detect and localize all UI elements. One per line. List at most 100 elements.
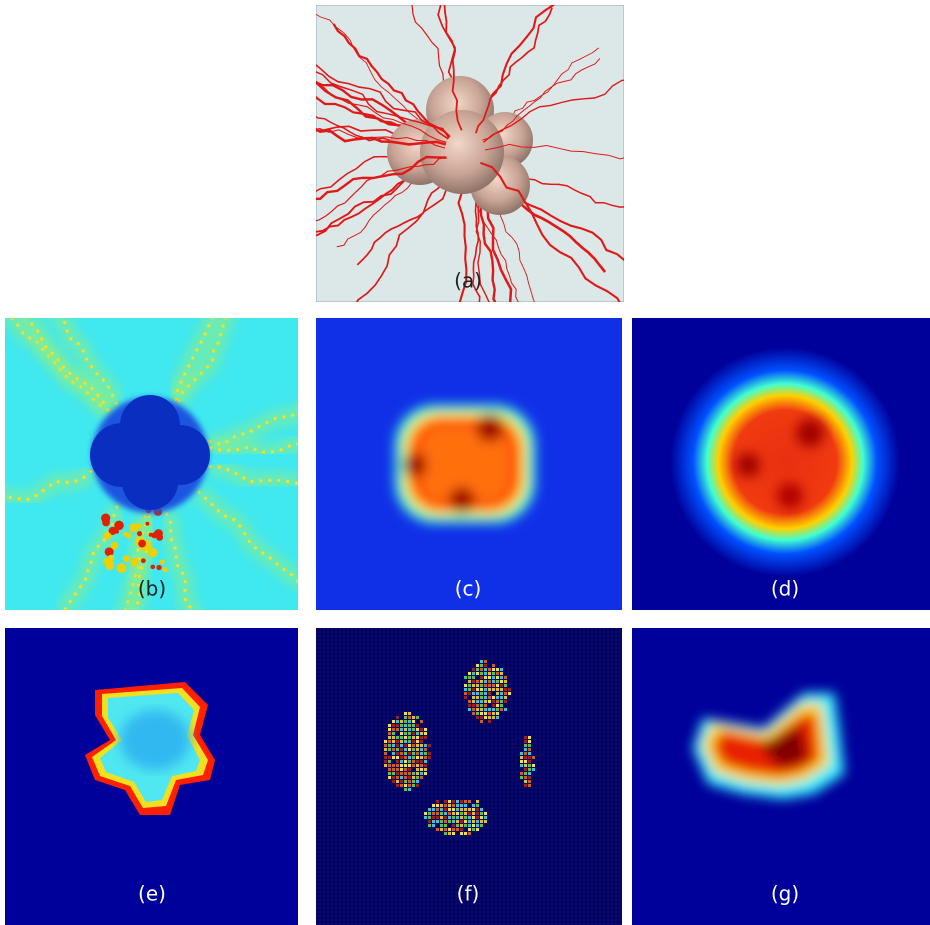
cell	[420, 772, 423, 775]
cell	[492, 680, 495, 683]
cell	[500, 668, 503, 671]
cell	[500, 704, 503, 707]
shape	[777, 483, 803, 509]
panel-label: (c)	[455, 577, 482, 601]
cell	[468, 800, 471, 803]
cell	[436, 804, 439, 807]
cell	[496, 708, 499, 711]
cell	[404, 732, 407, 735]
cell	[452, 832, 455, 835]
cell	[432, 812, 435, 815]
cell	[400, 784, 403, 787]
cell	[400, 736, 403, 739]
cell	[532, 756, 535, 759]
cell	[468, 824, 471, 827]
cell	[404, 760, 407, 763]
cell	[480, 668, 483, 671]
cell	[404, 776, 407, 779]
cell	[480, 660, 483, 663]
cell	[384, 752, 387, 755]
cell	[468, 812, 471, 815]
cell	[476, 824, 479, 827]
spot	[145, 522, 149, 526]
cell	[396, 780, 399, 783]
cell	[388, 744, 391, 747]
cell	[472, 680, 475, 683]
cell	[488, 720, 491, 723]
cell	[440, 816, 443, 819]
cell	[440, 812, 443, 815]
cell	[400, 740, 403, 743]
cell	[384, 744, 387, 747]
panel-label: (b)	[138, 577, 166, 601]
cell	[408, 740, 411, 743]
region	[395, 405, 535, 523]
cell	[404, 772, 407, 775]
cell	[472, 676, 475, 679]
cell	[436, 828, 439, 831]
cell	[464, 692, 467, 695]
cell	[528, 744, 531, 747]
cell	[464, 800, 467, 803]
cell	[404, 748, 407, 751]
cell	[452, 808, 455, 811]
cell	[456, 816, 459, 819]
cell	[500, 708, 503, 711]
cell	[408, 756, 411, 759]
cell	[476, 672, 479, 675]
cell	[436, 820, 439, 823]
cell	[484, 716, 487, 719]
cell	[392, 740, 395, 743]
panel-label: (e)	[138, 882, 166, 906]
cell	[524, 748, 527, 751]
cell	[504, 684, 507, 687]
cell	[468, 808, 471, 811]
cell	[528, 760, 531, 763]
cell	[388, 748, 391, 751]
cell	[460, 808, 463, 811]
cell	[452, 812, 455, 815]
page: (a) (b) (c) (d)	[0, 0, 930, 925]
cell	[428, 816, 431, 819]
cell	[420, 732, 423, 735]
cell	[400, 772, 403, 775]
cell	[396, 744, 399, 747]
cell	[472, 828, 475, 831]
cell	[476, 668, 479, 671]
cell	[416, 736, 419, 739]
spot	[129, 523, 138, 532]
cell	[448, 820, 451, 823]
cell	[476, 700, 479, 703]
cell	[420, 748, 423, 751]
cell	[444, 832, 447, 835]
cell	[416, 760, 419, 763]
cell	[400, 744, 403, 747]
cell	[496, 716, 499, 719]
cell	[504, 708, 507, 711]
cell	[408, 748, 411, 751]
shape	[736, 453, 760, 477]
cell	[424, 812, 427, 815]
cell	[408, 720, 411, 723]
cell	[404, 788, 407, 791]
cell	[480, 664, 483, 667]
cell	[480, 816, 483, 819]
cell	[412, 724, 415, 727]
cell	[488, 684, 491, 687]
panel-label: (d)	[771, 577, 799, 601]
cell	[448, 832, 451, 835]
cell	[404, 780, 407, 783]
cell	[524, 764, 527, 767]
cell	[448, 816, 451, 819]
cell	[408, 768, 411, 771]
cell	[392, 768, 395, 771]
cell	[440, 820, 443, 823]
cell	[480, 820, 483, 823]
cell	[420, 760, 423, 763]
panel-c: (c)	[316, 318, 622, 610]
cell	[408, 728, 411, 731]
cell	[484, 692, 487, 695]
cell	[408, 724, 411, 727]
cell	[404, 724, 407, 727]
cell	[396, 760, 399, 763]
